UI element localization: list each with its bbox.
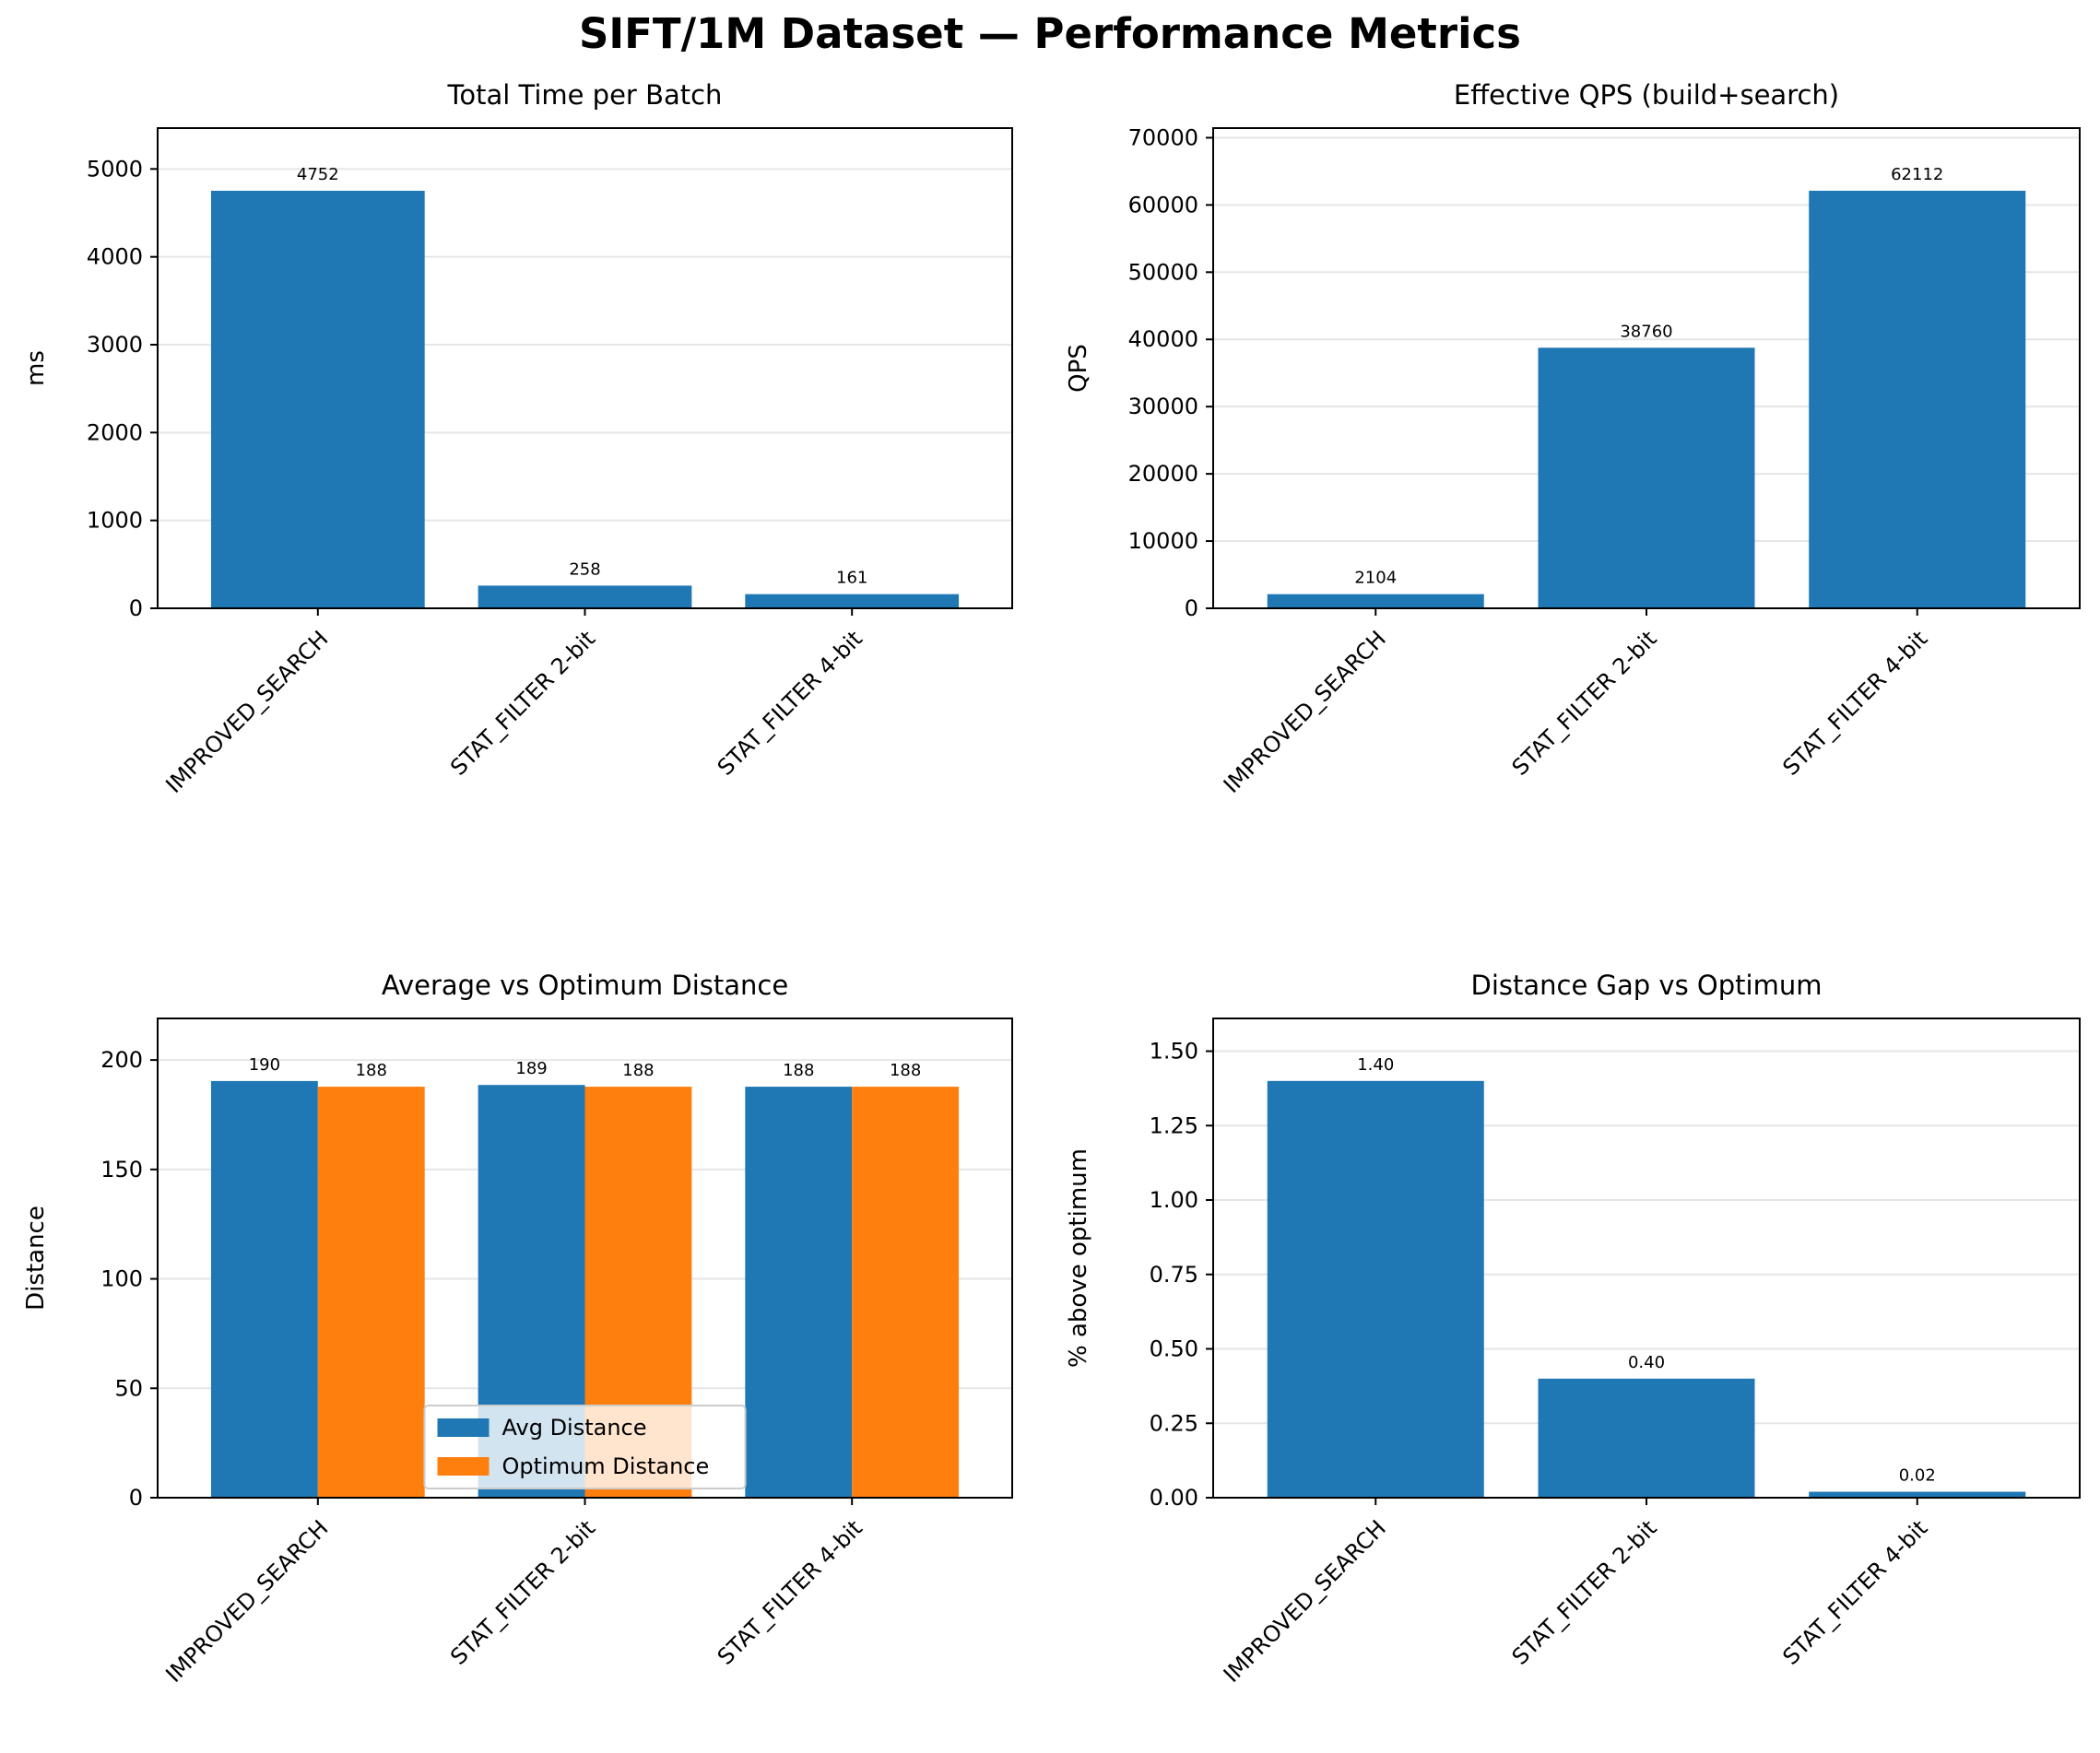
y-tick-label: 0.50 xyxy=(1150,1336,1198,1362)
y-axis-label: % above optimum xyxy=(1065,1148,1092,1368)
chart-title: Average vs Optimum Distance xyxy=(382,970,788,1001)
y-tick-label: 30000 xyxy=(1128,394,1198,419)
chart-title: Distance Gap vs Optimum xyxy=(1471,970,1823,1001)
y-axis-label: QPS xyxy=(1065,344,1092,393)
legend: Avg Distance Optimum Distance xyxy=(423,1405,747,1489)
x-tick-label: STAT_FILTER 4-bit xyxy=(1777,626,1932,781)
y-tick-label: 4000 xyxy=(87,244,143,270)
y-tick-label: 1.25 xyxy=(1150,1112,1198,1138)
chart-title: Effective QPS (build+search) xyxy=(1454,79,1839,111)
chart-panel-3: 190 189 188 188 188 188 0 50 100 150 200 IMPROVED_S… xyxy=(22,970,1013,1688)
y-tick-label: 2000 xyxy=(87,419,143,445)
x-tick-label: STAT_FILTER 2-bit xyxy=(445,1515,600,1670)
y-tick-label: 5000 xyxy=(87,156,143,182)
x-tick-label: IMPROVED_SEARCH xyxy=(1219,626,1391,798)
bar xyxy=(210,1080,318,1498)
bar xyxy=(1538,1378,1755,1498)
y-tick-label: 20000 xyxy=(1128,461,1198,487)
legend-label: Avg Distance xyxy=(502,1415,647,1441)
x-tick-label: STAT_FILTER 4-bit xyxy=(1777,1515,1932,1670)
y-tick-label: 70000 xyxy=(1128,124,1198,150)
y-tick-label: 150 xyxy=(100,1157,143,1182)
y-tick-label: 1.50 xyxy=(1150,1039,1198,1065)
chart-panel-4: 1.40 0.40 0.02 0.00 0.25 0.50 0.75 1.00 1.25 1.50… xyxy=(1065,970,2081,1688)
chart-panel-1: 4752 258 161 0 1000 2000 3000 4000 5000 IMPROVED_… xyxy=(22,79,1013,798)
x-tick-label: STAT_FILTER 2-bit xyxy=(1507,1515,1662,1670)
x-tick-label: IMPROVED_SEARCH xyxy=(1219,1515,1391,1688)
bar xyxy=(1267,594,1484,608)
y-tick-label: 60000 xyxy=(1128,192,1198,218)
data-label: 38760 xyxy=(1620,322,1672,341)
figure-title: SIFT/1M Dataset — Performance Metrics xyxy=(579,9,1521,58)
data-label: 258 xyxy=(569,559,600,579)
bar xyxy=(1267,1080,1484,1498)
x-tick-label: STAT_FILTER 2-bit xyxy=(445,626,600,781)
y-tick-label: 100 xyxy=(100,1266,143,1292)
legend-box xyxy=(423,1405,747,1489)
bar xyxy=(852,1087,960,1498)
data-label: 189 xyxy=(515,1059,547,1078)
data-label: 161 xyxy=(836,569,867,588)
y-tick-label: 10000 xyxy=(1128,528,1198,554)
y-tick-label: 50 xyxy=(114,1375,143,1401)
data-label: 188 xyxy=(783,1061,814,1080)
legend-label: Optimum Distance xyxy=(502,1453,710,1479)
data-label: 1.40 xyxy=(1357,1055,1394,1075)
bar xyxy=(1809,1491,2026,1498)
bar xyxy=(745,594,960,608)
legend-swatch xyxy=(437,1457,490,1476)
x-tick-label: STAT_FILTER 2-bit xyxy=(1507,626,1662,781)
y-tick-label: 3000 xyxy=(87,332,143,358)
chart-title: Total Time per Batch xyxy=(447,79,723,111)
bar xyxy=(745,1087,853,1498)
y-tick-label: 0 xyxy=(1185,595,1198,621)
data-label: 190 xyxy=(249,1055,280,1075)
data-label: 4752 xyxy=(297,165,339,184)
y-tick-label: 200 xyxy=(100,1047,143,1073)
y-tick-label: 0 xyxy=(129,1485,143,1511)
bar xyxy=(1538,347,1755,608)
x-tick-label: IMPROVED_SEARCH xyxy=(160,1515,333,1688)
x-tick-label: IMPROVED_SEARCH xyxy=(160,626,333,798)
data-label: 188 xyxy=(890,1061,921,1080)
x-tick-label: STAT_FILTER 4-bit xyxy=(713,626,867,781)
chart-panel-2: 2104 38760 62112 0 10000 20000 30000 40000 50000… xyxy=(1065,79,2081,798)
data-label: 0.02 xyxy=(1899,1466,1936,1486)
y-tick-label: 0.75 xyxy=(1150,1262,1198,1288)
y-tick-label: 1.00 xyxy=(1150,1187,1198,1213)
data-label: 0.40 xyxy=(1628,1353,1665,1372)
legend-swatch xyxy=(437,1418,490,1437)
y-tick-label: 1000 xyxy=(87,508,143,534)
data-label: 188 xyxy=(356,1061,387,1080)
bar xyxy=(210,190,425,609)
data-label: 2104 xyxy=(1354,569,1397,588)
y-tick-label: 0.25 xyxy=(1150,1410,1198,1436)
y-tick-label: 0.00 xyxy=(1150,1485,1198,1511)
y-tick-label: 50000 xyxy=(1128,259,1198,285)
x-tick-label: STAT_FILTER 4-bit xyxy=(713,1515,867,1670)
bar xyxy=(317,1087,425,1498)
data-label: 62112 xyxy=(1891,165,1943,184)
y-axis-label: Distance xyxy=(22,1206,50,1311)
y-tick-label: 0 xyxy=(129,595,143,621)
y-axis-label: ms xyxy=(22,350,50,386)
y-tick-label: 40000 xyxy=(1128,326,1198,352)
bar xyxy=(1809,190,2026,609)
data-label: 188 xyxy=(622,1061,654,1080)
bar xyxy=(478,585,692,608)
